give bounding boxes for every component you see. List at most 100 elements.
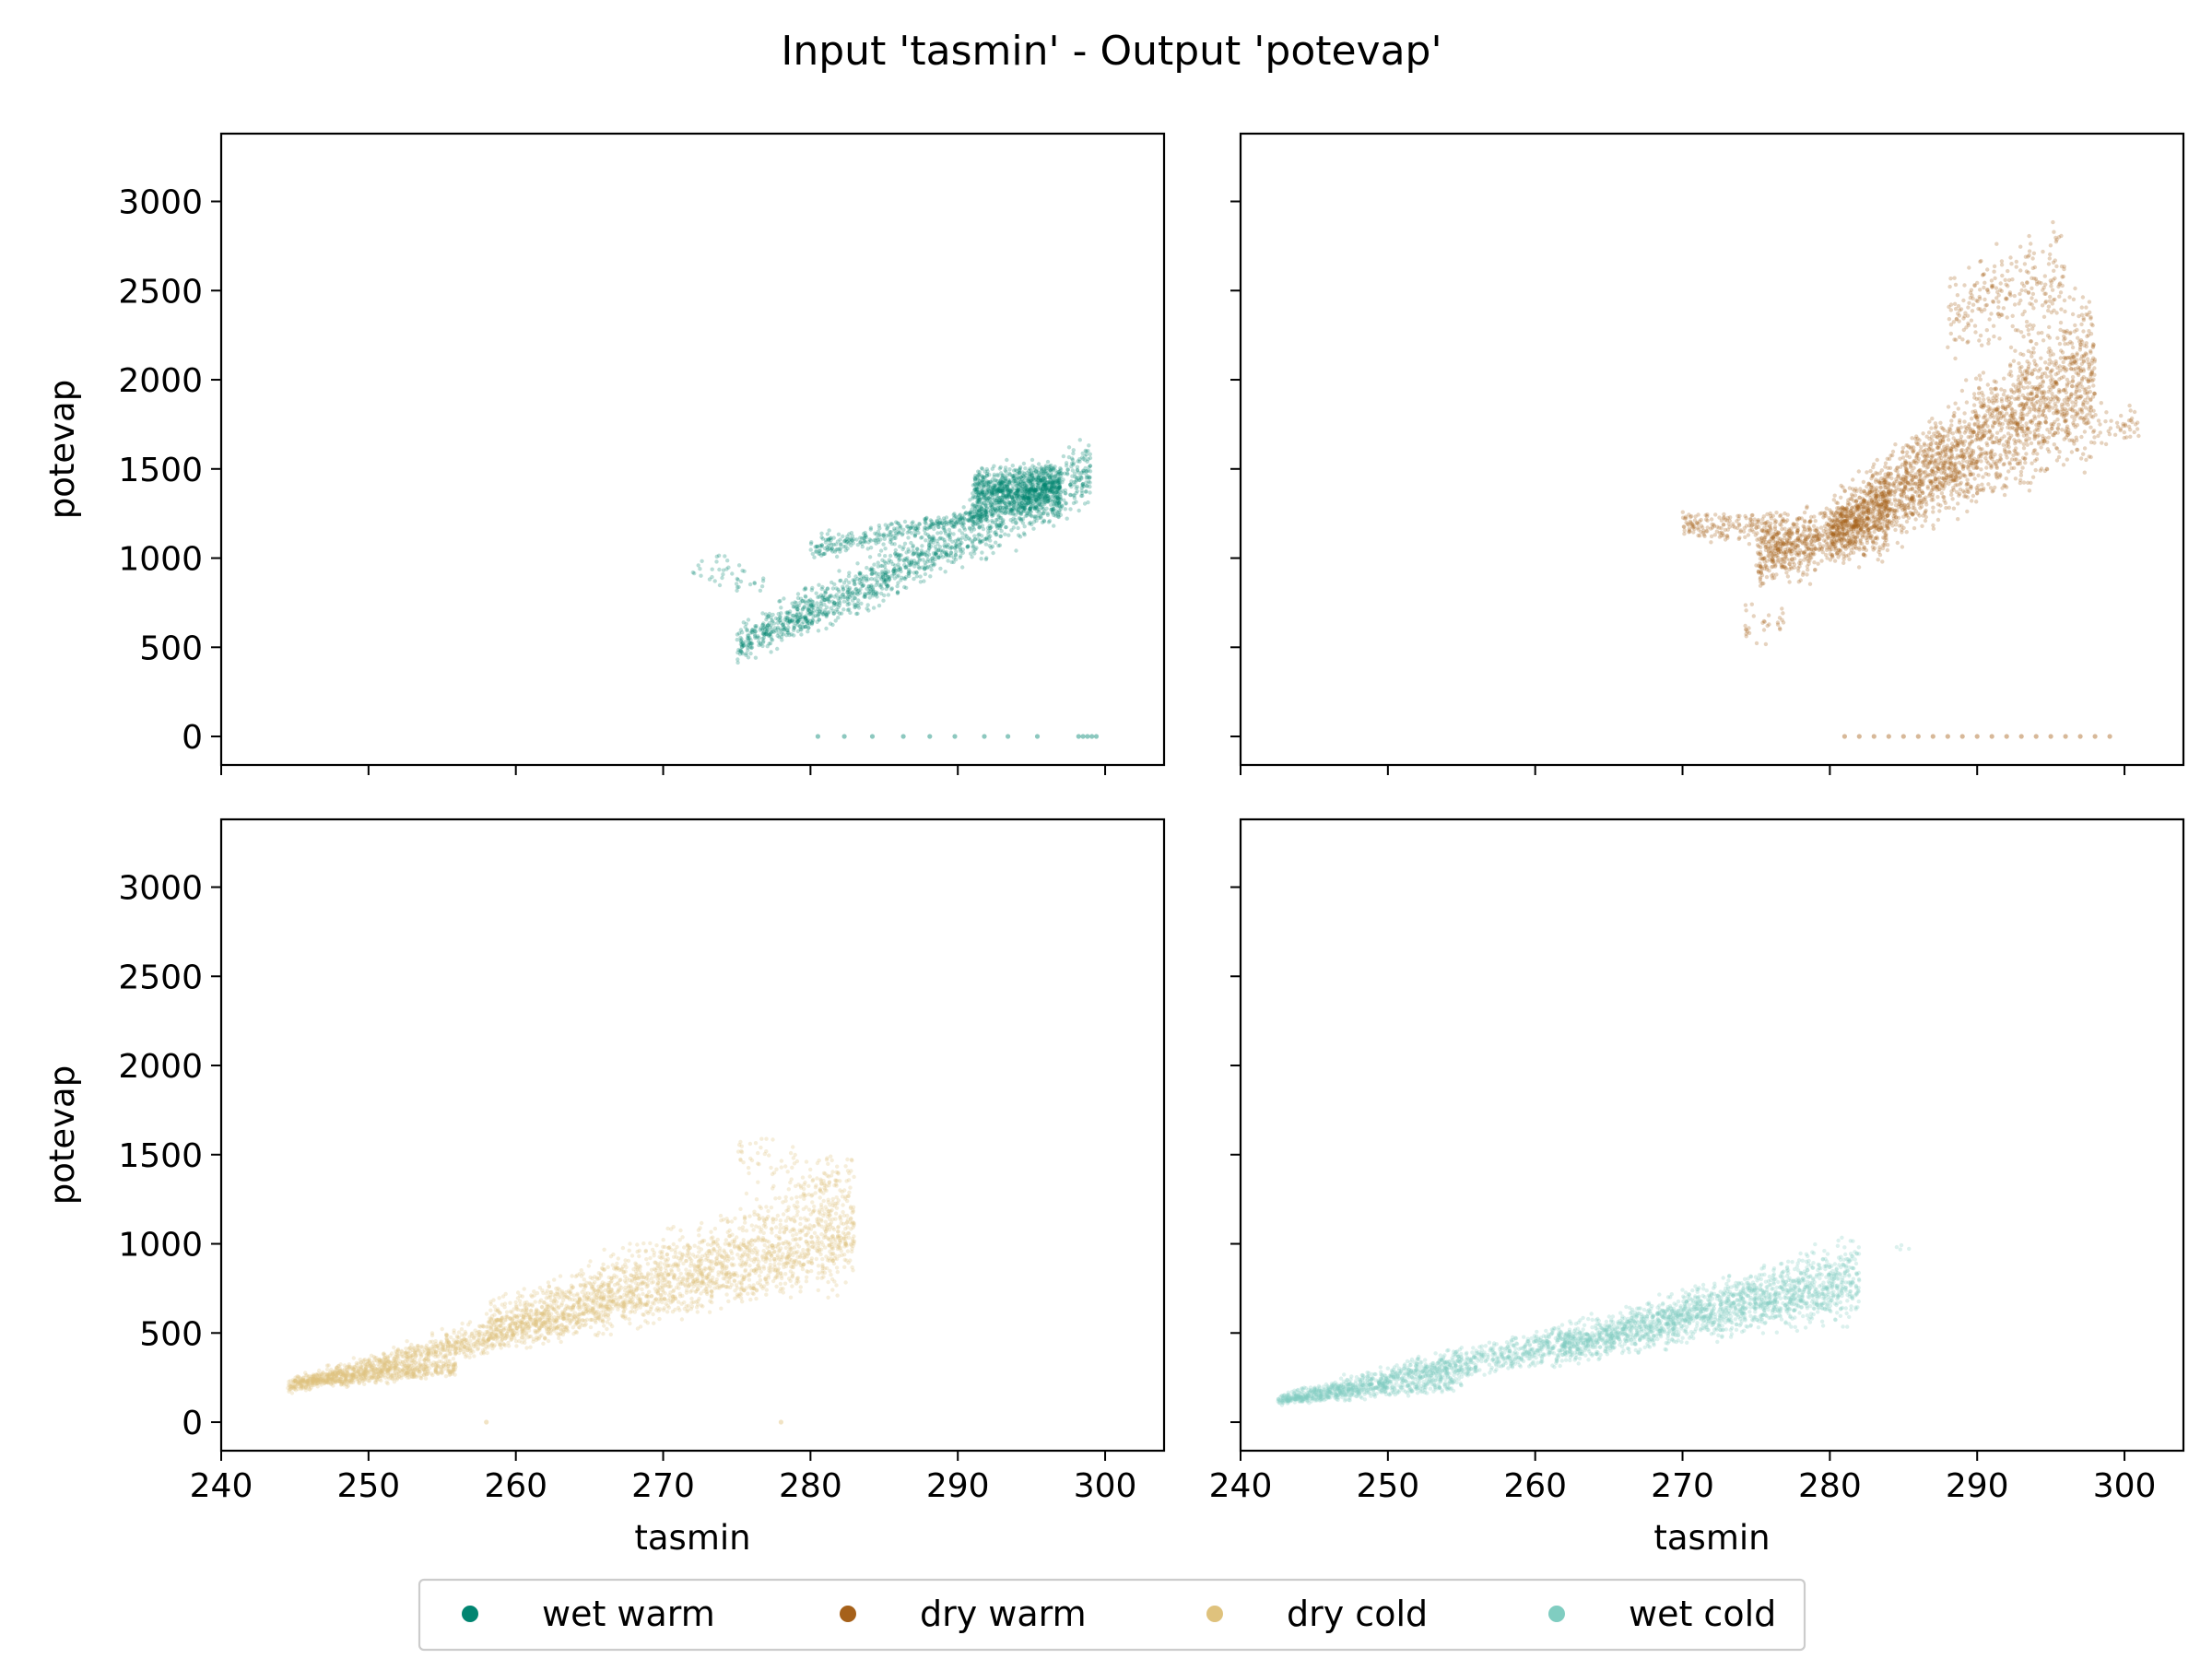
scatter-point: [972, 482, 977, 487]
scatter-point: [1927, 419, 1932, 424]
scatter-point: [912, 528, 917, 534]
scatter-point: [853, 595, 857, 601]
scatter-point: [982, 513, 987, 518]
scatter-point: [1011, 487, 1016, 491]
scatter-point: [851, 590, 855, 594]
scatter-point: [1039, 487, 1043, 491]
scatter-point: [2033, 467, 2038, 473]
scatter-point: [1027, 491, 1031, 496]
scatter-point: [1039, 488, 1043, 493]
scatter-point: [984, 514, 990, 519]
scatter-point: [1917, 494, 1923, 499]
scatter-point: [2014, 446, 2018, 451]
scatter-point: [944, 549, 949, 555]
scatter-point: [792, 604, 796, 609]
scatter-point: [976, 508, 981, 512]
scatter-point: [878, 548, 884, 553]
scatter-point: [1088, 469, 1093, 474]
scatter-point: [960, 514, 965, 519]
scatter-point: [1059, 471, 1065, 476]
scatter-point: [897, 565, 901, 570]
scatter-point: [1013, 491, 1018, 496]
scatter-point: [946, 542, 951, 547]
scatter-point: [1026, 509, 1031, 513]
scatter-point: [2008, 401, 2014, 406]
scatter-point: [1057, 480, 1063, 485]
scatter-point: [2089, 371, 2094, 375]
scatter-point: [1938, 420, 1943, 425]
scatter-point: [1025, 500, 1030, 506]
scatter-point: [994, 533, 998, 537]
scatter-point: [818, 610, 822, 615]
scatter-point: [1047, 487, 1052, 491]
scatter-point: [810, 603, 815, 607]
scatter-point: [2004, 485, 2009, 489]
scatter-point: [990, 480, 995, 486]
scatter-point: [938, 535, 943, 540]
scatter-point: [1072, 496, 1077, 500]
scatter-point: [1011, 506, 1017, 511]
scatter-point: [941, 523, 947, 527]
scatter-point: [800, 598, 805, 604]
scatter-point: [984, 473, 990, 478]
scatter-point: [2026, 392, 2030, 396]
scatter-point: [1088, 455, 1093, 461]
scatter-point: [1018, 470, 1022, 475]
scatter-point: [948, 520, 953, 524]
scatter-point: [1055, 487, 1061, 491]
scatter-point: [1036, 496, 1041, 500]
scatter-point: [1963, 474, 1968, 478]
scatter-point: [807, 621, 812, 626]
scatter-point: [1055, 495, 1060, 500]
scatter-point: [863, 594, 867, 599]
scatter-point: [1079, 477, 1084, 481]
scatter-point: [971, 503, 975, 508]
scatter-point: [912, 561, 917, 566]
scatter-point: [787, 632, 792, 638]
scatter-point: [924, 526, 930, 532]
scatter-point: [768, 625, 772, 629]
scatter-point: [1978, 447, 1983, 452]
scatter-point: [2017, 361, 2021, 366]
scatter-point: [1012, 492, 1017, 497]
scatter-point: [1056, 477, 1062, 481]
scatter-point: [967, 519, 972, 524]
scatter-point: [846, 594, 851, 599]
scatter-point: [1040, 478, 1044, 483]
scatter-point: [1017, 507, 1021, 512]
scatter-point: [896, 522, 901, 526]
scatter-point: [1035, 483, 1040, 488]
scatter-point: [1853, 488, 1857, 493]
scatter-point: [1022, 475, 1027, 479]
scatter-point: [933, 557, 937, 562]
scatter-point: [971, 522, 975, 526]
scatter-point: [2034, 457, 2040, 462]
scatter-point: [873, 593, 878, 597]
scatter-point: [920, 551, 924, 557]
scatter-point: [809, 609, 814, 615]
scatter-point: [1058, 504, 1063, 509]
scatter-point: [1080, 451, 1085, 456]
scatter-point: [886, 593, 891, 597]
scatter-point: [1018, 516, 1022, 522]
scatter-point: [973, 514, 978, 520]
scatter-point: [1036, 482, 1041, 487]
scatter-point: [968, 512, 973, 516]
scatter-point: [944, 552, 949, 557]
scatter-point: [1022, 493, 1027, 498]
scatter-point: [973, 503, 979, 508]
scatter-point: [1042, 501, 1047, 507]
scatter-point: [1787, 580, 1792, 584]
scatter-point: [1025, 490, 1030, 495]
scatter-point: [1064, 500, 1068, 505]
scatter-point: [951, 522, 957, 527]
scatter-point: [931, 563, 936, 568]
scatter-point: [817, 618, 821, 622]
scatter-point: [792, 625, 796, 630]
scatter-point: [1043, 468, 1048, 474]
scatter-point: [1860, 520, 1865, 524]
scatter-point: [854, 611, 859, 617]
scatter-point: [1041, 471, 1046, 476]
scatter-point: [1038, 472, 1042, 477]
scatter-point: [972, 551, 977, 556]
